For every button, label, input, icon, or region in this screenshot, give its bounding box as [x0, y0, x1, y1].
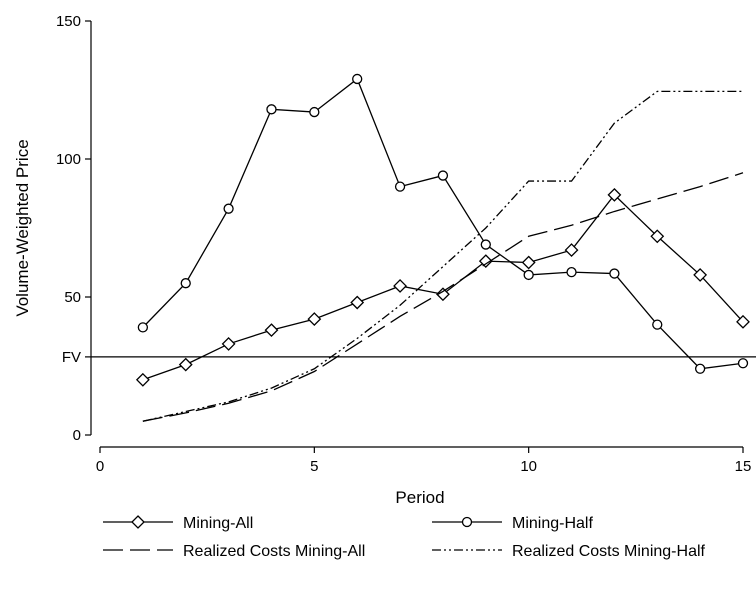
y-tick-label: 150	[56, 13, 81, 30]
y-axis-title: Volume-Weighted Price	[13, 139, 32, 316]
x-tick-label: 0	[96, 458, 104, 475]
data-point	[436, 287, 450, 302]
data-point	[350, 295, 365, 310]
series-1	[137, 73, 749, 374]
data-point	[180, 278, 191, 289]
data-point	[693, 268, 708, 282]
legend-item: Mining-All	[103, 515, 253, 532]
data-point	[178, 357, 193, 372]
data-point	[564, 243, 579, 257]
data-point	[394, 181, 406, 192]
x-tick-label: 10	[520, 458, 537, 475]
data-point	[650, 229, 665, 244]
legend-label: Realized Costs Mining-Half	[512, 543, 706, 560]
data-point	[607, 187, 622, 202]
legend-label: Mining-Half	[512, 515, 593, 532]
data-point	[221, 337, 236, 351]
x-tick-label: 5	[310, 458, 318, 475]
legend-marker	[461, 516, 473, 528]
data-point	[737, 358, 749, 369]
data-point	[478, 254, 493, 269]
legend-label: Realized Costs Mining-All	[183, 543, 365, 560]
data-point	[307, 312, 322, 326]
data-point	[393, 279, 407, 293]
data-point	[566, 267, 577, 278]
series-0	[135, 187, 750, 387]
legend-item: Mining-Half	[432, 515, 593, 532]
data-point	[521, 255, 536, 270]
series-3	[142, 90, 743, 422]
x-tick-label: 15	[735, 458, 752, 475]
legend-item: Realized Costs Mining-Half	[432, 543, 706, 560]
legend: Mining-All Mining-Half Realized Costs Mini…	[103, 515, 706, 560]
y-tick-label: 0	[73, 427, 81, 444]
legend-label: Mining-All	[183, 515, 253, 532]
data-point	[609, 268, 620, 279]
series-group	[135, 73, 750, 422]
data-point	[266, 104, 277, 115]
y-tick-label: 100	[56, 151, 81, 168]
series-line	[142, 172, 744, 422]
data-point	[652, 319, 663, 330]
data-point	[694, 363, 706, 374]
y-tick-label: 50	[64, 289, 81, 306]
x-axis-title: Period	[395, 488, 444, 507]
data-point	[135, 372, 150, 387]
legend-item: Realized Costs Mining-All	[103, 543, 365, 560]
series-2	[142, 172, 744, 422]
data-point	[523, 269, 534, 281]
axes: 0 FV 50 100 150 0 5 10 15 Period Volume-Weighted P…	[13, 13, 751, 507]
data-point	[309, 106, 320, 118]
series-line	[142, 90, 743, 422]
data-point	[137, 322, 149, 333]
data-point	[437, 170, 449, 181]
data-point	[736, 314, 750, 329]
legend-marker	[131, 515, 145, 529]
data-point	[223, 203, 234, 214]
data-point	[264, 323, 279, 338]
y-tick-label: FV	[62, 349, 81, 366]
data-point	[352, 73, 363, 85]
data-point	[480, 239, 491, 250]
